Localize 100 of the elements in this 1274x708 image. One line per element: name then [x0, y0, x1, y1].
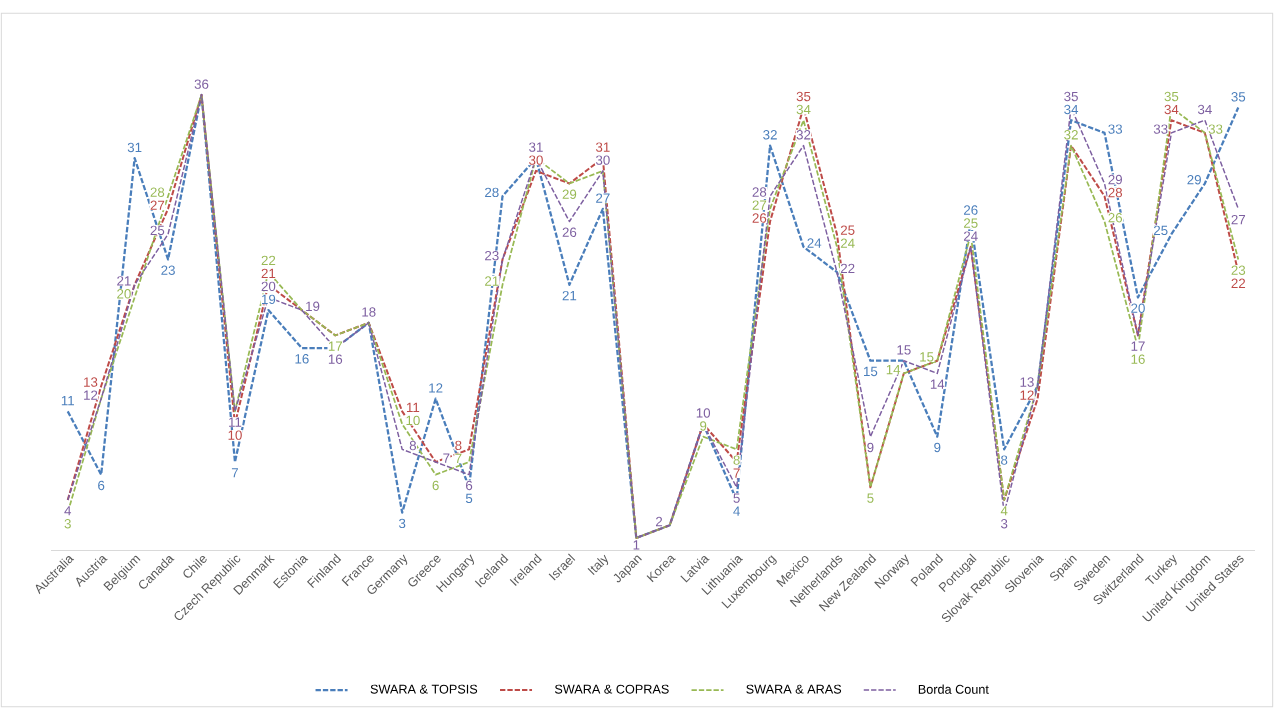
data-label: 35: [1164, 91, 1179, 102]
data-label: 1: [633, 540, 640, 550]
data-label: 21: [485, 276, 499, 286]
data-label: 35: [796, 91, 811, 102]
data-label: 12: [84, 390, 98, 400]
data-label: 20: [1131, 303, 1145, 313]
data-label: 24: [963, 231, 978, 241]
data-label: 28: [485, 187, 499, 198]
data-label: 25: [1153, 225, 1168, 236]
data-label: 21: [562, 290, 577, 301]
data-label: 11: [61, 396, 75, 406]
data-label: 2: [655, 516, 663, 527]
data-label: 8: [733, 455, 740, 465]
data-label: 30: [595, 155, 610, 165]
data-label: 3: [64, 519, 71, 529]
data-label: 4: [1000, 506, 1008, 516]
data-label: 25: [150, 225, 165, 236]
data-label: 9: [934, 442, 941, 453]
data-label: 27: [596, 193, 610, 203]
data-label: 10: [696, 408, 711, 418]
data-label: 36: [194, 79, 209, 89]
data-label: 12: [1020, 390, 1034, 400]
data-label: 28: [1108, 187, 1123, 198]
data-label: 23: [1231, 265, 1246, 275]
data-label: 6: [466, 480, 473, 491]
data-label: 27: [752, 200, 767, 210]
data-label: 19: [306, 301, 320, 312]
data-label: 28: [150, 187, 165, 197]
data-label: 21: [117, 276, 131, 286]
data-label: 8: [455, 440, 462, 451]
data-label: 34: [796, 104, 811, 115]
data-label: 27: [1231, 214, 1246, 225]
data-label: 28: [752, 187, 767, 197]
data-label: 14: [886, 365, 901, 375]
data-label: 35: [1064, 91, 1078, 102]
data-label: 4: [733, 506, 740, 516]
data-label: 17: [1131, 341, 1145, 351]
data-label: 31: [127, 142, 142, 153]
data-label: 4: [64, 506, 72, 516]
data-label: 15: [864, 366, 878, 377]
data-label: 7: [733, 468, 740, 478]
data-label: 26: [1108, 212, 1123, 223]
data-label: 13: [1020, 377, 1034, 387]
data-label: 11: [406, 402, 420, 412]
data-label: 32: [1064, 130, 1078, 140]
data-label: 10: [228, 430, 242, 440]
data-label: 18: [362, 307, 376, 317]
data-label: 32: [763, 130, 777, 140]
legend-label: Borda Count: [918, 684, 989, 694]
data-label: 24: [807, 238, 822, 248]
data-label: 6: [98, 480, 105, 491]
data-label: 30: [529, 155, 543, 165]
data-label: 5: [733, 493, 740, 503]
data-label: 5: [465, 493, 473, 504]
data-label: 7: [455, 453, 462, 463]
legend-label: SWARA & COPRAS: [554, 684, 669, 694]
data-label: 10: [406, 415, 420, 426]
data-label: 29: [1108, 174, 1123, 185]
legend-label: SWARA & TOPSIS: [370, 684, 478, 694]
data-label: 33: [1153, 124, 1168, 134]
data-label: 20: [117, 289, 131, 299]
data-label: 14: [930, 379, 945, 389]
data-label: 26: [562, 227, 577, 237]
data-label: 15: [897, 345, 911, 355]
data-label: 24: [840, 238, 855, 248]
data-label: 16: [295, 354, 309, 364]
data-label: 25: [840, 225, 855, 235]
data-label: 29: [562, 189, 577, 199]
data-label: 6: [432, 480, 439, 491]
data-label: 22: [261, 255, 276, 265]
data-label: 7: [231, 468, 238, 478]
data-label: 16: [328, 354, 343, 364]
data-label: 3: [398, 518, 406, 529]
data-label: 33: [1108, 124, 1123, 134]
data-label: 32: [796, 130, 811, 140]
data-label: 35: [1231, 92, 1246, 102]
legend-label: SWARA & ARAS: [746, 684, 842, 694]
data-label: 26: [752, 213, 767, 223]
data-label: 34: [1197, 104, 1212, 115]
data-label: 7: [443, 453, 450, 463]
x-tick-label: Italy: [587, 554, 609, 575]
data-label: 15: [920, 352, 934, 362]
data-label: 8: [409, 440, 417, 451]
data-label: 22: [1231, 278, 1246, 288]
data-label: 26: [963, 205, 978, 215]
data-label: 13: [84, 377, 98, 387]
data-label: 3: [1000, 519, 1008, 529]
data-label: 34: [1064, 104, 1079, 115]
data-label: 22: [840, 263, 855, 273]
data-label: 16: [1131, 354, 1145, 364]
data-label: 31: [529, 142, 543, 152]
data-label: 31: [595, 142, 610, 152]
data-label: 9: [700, 421, 707, 431]
data-label: 5: [867, 493, 874, 503]
data-label: 23: [485, 250, 499, 261]
data-label: 27: [150, 200, 165, 210]
data-label: 34: [1164, 104, 1179, 115]
data-label: 23: [161, 265, 175, 275]
data-label: 8: [1001, 455, 1008, 465]
data-label: 9: [867, 442, 874, 453]
